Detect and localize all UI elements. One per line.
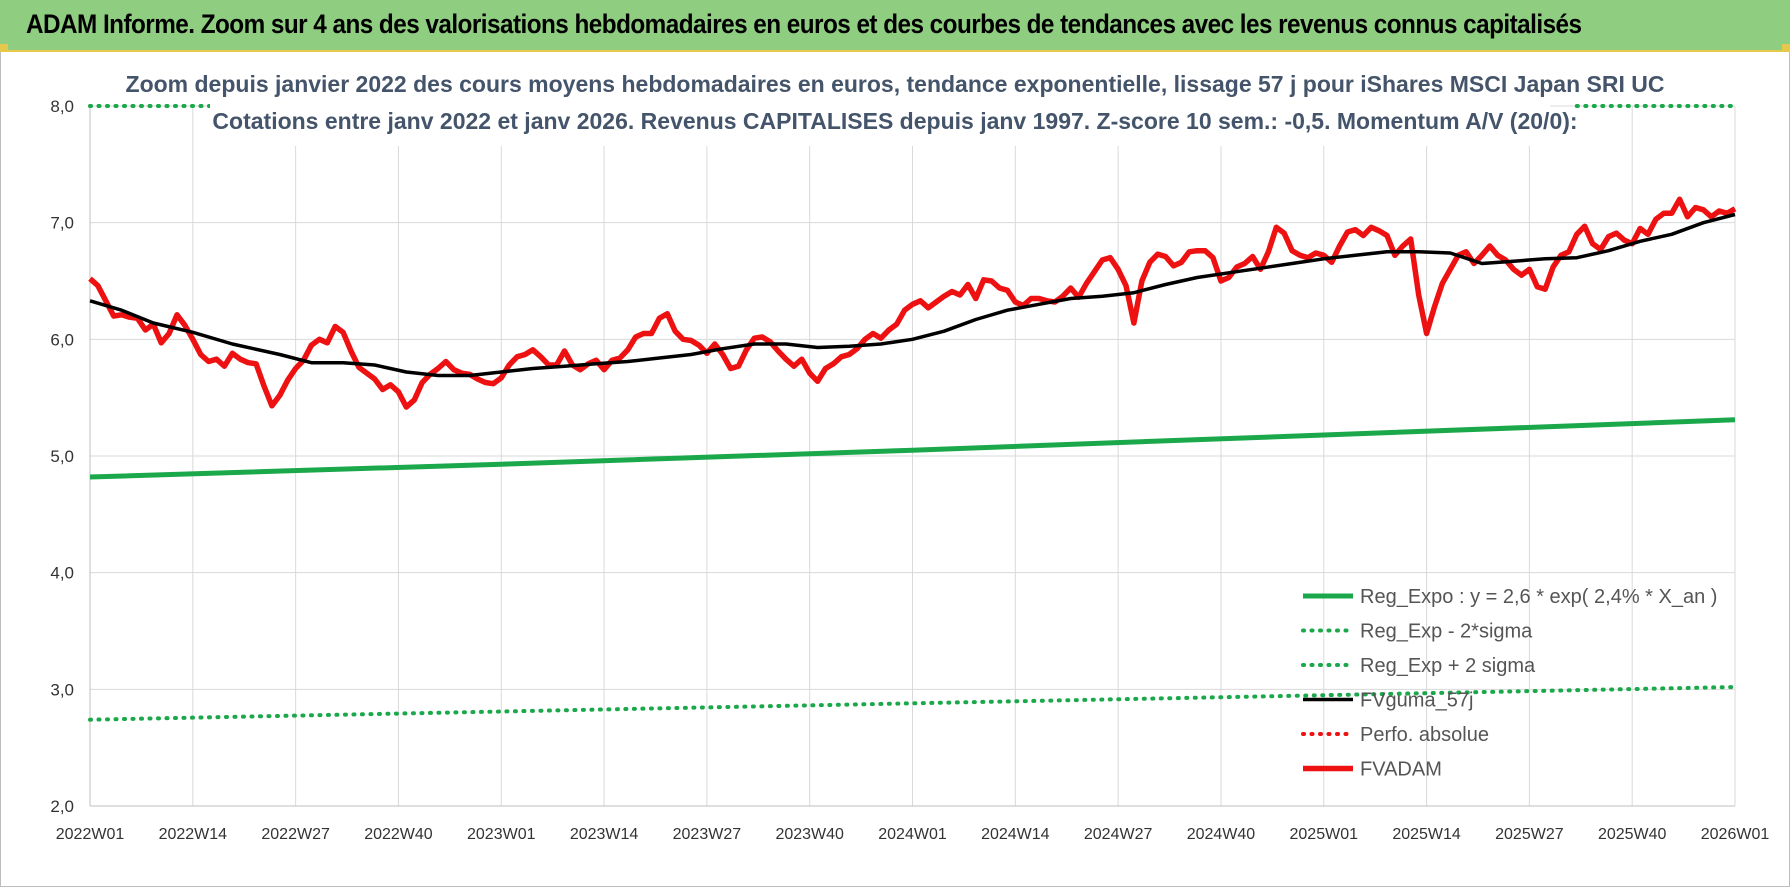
- x-tick-label: 2025W27: [1495, 826, 1564, 843]
- y-tick-label: 6,0: [50, 330, 74, 349]
- x-tick-label: 2024W01: [878, 826, 947, 843]
- y-tick-label: 4,0: [50, 564, 74, 583]
- chart-subtitle: Cotations entre janv 2022 et janv 2026. …: [212, 108, 1577, 134]
- x-tick-label: 2024W14: [981, 826, 1050, 843]
- legend-label: Reg_Exp - 2*sigma: [1360, 621, 1533, 643]
- chart-title-box: [210, 64, 1550, 146]
- y-tick-label: 5,0: [50, 447, 74, 466]
- chart-title: Zoom depuis janvier 2022 des cours moyen…: [126, 71, 1665, 97]
- series-line: [88, 685, 1737, 722]
- x-tick-label: 2023W27: [673, 826, 742, 843]
- y-tick-label: 3,0: [50, 680, 74, 699]
- banner-corner-right: [1782, 44, 1790, 52]
- x-tick-label: 2025W14: [1392, 826, 1461, 843]
- legend-label: FVguma_57j: [1360, 690, 1473, 712]
- y-tick-label: 2,0: [50, 797, 74, 816]
- x-tick-label: 2023W01: [467, 826, 536, 843]
- y-tick-label: 8,0: [50, 97, 74, 116]
- x-tick-label: 2024W27: [1084, 826, 1153, 843]
- legend-label: Reg_Exp + 2 sigma: [1360, 655, 1536, 677]
- x-tick-label: 2022W01: [56, 826, 125, 843]
- series-line: [88, 196, 1737, 410]
- x-tick-label: 2023W40: [775, 826, 844, 843]
- legend-label: Perfo. absolue: [1360, 724, 1489, 746]
- x-tick-label: 2022W40: [364, 826, 433, 843]
- x-tick-label: 2023W14: [570, 826, 639, 843]
- legend-label: FVADAM: [1360, 759, 1442, 781]
- header-banner: ADAM Informe. Zoom sur 4 ans des valoris…: [0, 0, 1790, 52]
- series-line: [89, 212, 1736, 378]
- banner-title: ADAM Informe. Zoom sur 4 ans des valoris…: [26, 9, 1582, 39]
- x-tick-label: 2026W01: [1701, 826, 1770, 843]
- x-tick-label: 2022W14: [159, 826, 228, 843]
- x-tick-label: 2025W01: [1290, 826, 1359, 843]
- x-tick-label: 2022W27: [261, 826, 330, 843]
- y-tick-label: 7,0: [50, 214, 74, 233]
- series-line: [89, 417, 1736, 480]
- legend-label: Reg_Expo : y = 2,6 * exp( 2,4% * X_an ): [1360, 586, 1717, 608]
- x-tick-label: 2024W40: [1187, 826, 1256, 843]
- x-tick-label: 2025W40: [1598, 826, 1667, 843]
- banner-corner-left: [0, 44, 8, 52]
